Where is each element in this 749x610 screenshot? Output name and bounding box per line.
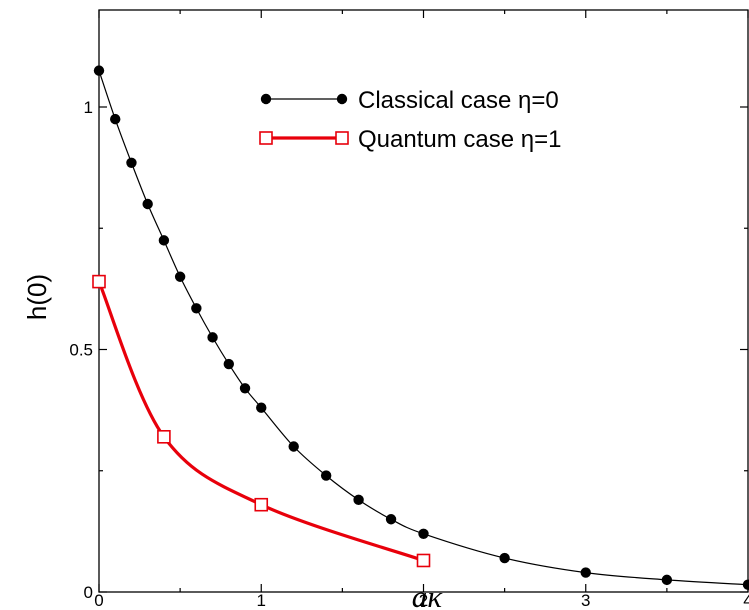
classical-data-point <box>239 383 251 394</box>
classical-data-point <box>223 358 234 370</box>
classical-data-point <box>288 441 299 452</box>
quantum-data-point <box>416 553 431 568</box>
x-tick-label: 2 <box>419 591 428 610</box>
classical-data-point <box>126 157 137 168</box>
y-tick-label: 0.5 <box>69 341 93 360</box>
classical-data-point <box>256 402 267 413</box>
classical-data-point <box>742 579 749 590</box>
series-markers <box>92 65 749 590</box>
y-tick-label: 0 <box>84 583 93 602</box>
legend-marker <box>259 131 273 145</box>
classical-data-point <box>207 332 218 343</box>
x-tick-label: 1 <box>257 591 266 610</box>
axis-ticks <box>98 10 749 593</box>
x-tick-label: 4 <box>743 591 749 610</box>
quantum-data-point <box>157 429 171 444</box>
quantum-data-point <box>92 274 106 289</box>
classical-data-point <box>385 514 397 525</box>
legend-label: Quantum case η=1 <box>358 126 561 153</box>
classical-data-point <box>499 552 510 564</box>
x-tick-label: 0 <box>94 591 103 610</box>
classical-data-point <box>142 198 153 210</box>
legend-label: Classical case η=0 <box>358 87 559 114</box>
classical-data-point <box>158 235 170 246</box>
x-axis-label: aκ <box>412 579 444 610</box>
legend-marker <box>336 93 348 105</box>
legend-marker <box>335 131 349 145</box>
classical-data-point <box>320 470 332 481</box>
classical-data-point <box>661 574 673 586</box>
legend-marker <box>260 93 272 105</box>
legend: Classical case η=0 Quantum case η=1 <box>259 87 561 153</box>
quantum-series-line <box>97 280 425 562</box>
classical-data-point <box>580 567 591 578</box>
classical-data-point <box>93 65 105 76</box>
classical-data-point <box>353 494 364 506</box>
classical-data-point <box>174 271 186 282</box>
classical-data-point <box>191 303 202 314</box>
x-tick-label: 3 <box>581 591 590 610</box>
y-axis-label: h(0) <box>22 274 52 320</box>
y-tick-label: 1 <box>84 98 93 117</box>
tick-labels: 0 1 2 3 4 0 0.5 1 <box>69 98 749 610</box>
quantum-data-point <box>254 497 269 512</box>
classical-data-point <box>110 113 121 125</box>
classical-data-point <box>418 528 429 539</box>
